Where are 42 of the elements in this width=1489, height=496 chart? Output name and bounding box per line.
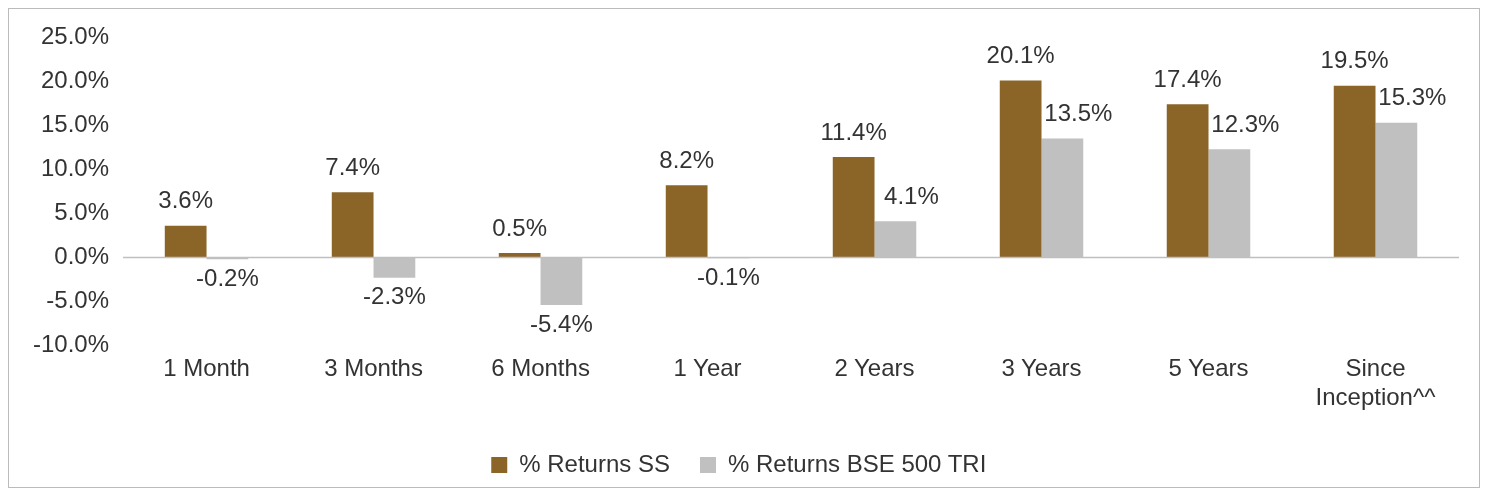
bar (1333, 85, 1376, 258)
bar (164, 225, 207, 258)
data-label: 8.2% (659, 145, 714, 173)
y-tick-label: 20.0% (40, 66, 110, 94)
legend-label: % Returns SS (519, 449, 670, 477)
data-label: 12.3% (1211, 109, 1280, 137)
bar (1166, 104, 1209, 258)
x-tick-label: 1 Month (163, 354, 250, 382)
x-tick-label: 5 Years (1168, 354, 1249, 382)
data-label: 13.5% (1044, 99, 1113, 127)
data-label: 15.3% (1378, 83, 1447, 111)
y-tick-label: 15.0% (40, 110, 110, 138)
y-tick-label: 5.0% (54, 198, 110, 226)
y-tick-label: -10.0% (33, 330, 110, 358)
data-label: 3.6% (158, 186, 214, 214)
x-tick-label: 6 Months (491, 354, 590, 382)
data-label: 4.1% (884, 181, 939, 209)
data-label: 19.5% (1320, 46, 1389, 74)
y-tick-label: 10.0% (40, 154, 110, 182)
y-tick-label: 0.0% (54, 242, 110, 270)
data-label: 0.5% (492, 213, 548, 241)
data-label: 17.4% (1153, 64, 1222, 92)
bar (331, 192, 374, 258)
x-tick-label: 3 Years (1001, 354, 1082, 382)
data-label: -5.4% (530, 309, 593, 337)
bar (665, 185, 708, 258)
data-label: -0.2% (196, 263, 259, 291)
data-label: 7.4% (325, 152, 381, 180)
legend-label: % Returns BSE 500 TRI (727, 449, 987, 477)
y-tick-label: -5.0% (46, 286, 110, 314)
bar (999, 80, 1042, 258)
data-label: -0.1% (697, 262, 760, 290)
x-tick-label: 3 Months (324, 354, 423, 382)
bar (498, 253, 541, 258)
y-tick-label: 25.0% (40, 22, 110, 50)
bar (832, 157, 875, 258)
x-tick-label: Since Inception^^ (1315, 354, 1437, 411)
data-label: -2.3% (363, 282, 426, 310)
x-tick-label: 2 Years (834, 354, 915, 382)
data-label: 11.4% (820, 117, 887, 145)
data-label: 20.1% (986, 41, 1055, 69)
x-tick-label: 1 Year (673, 354, 742, 382)
